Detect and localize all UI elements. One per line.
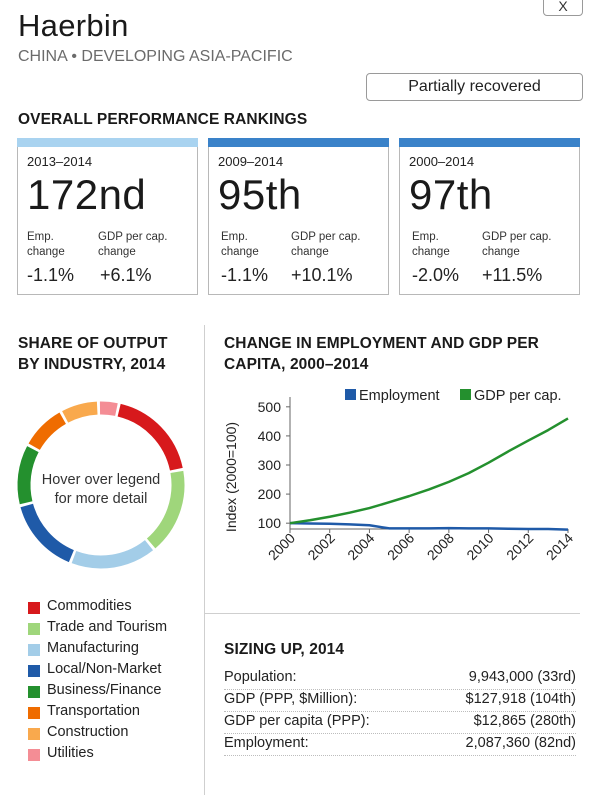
emp-change-value: -1.1% — [27, 265, 75, 285]
x-tick-label: 2000 — [265, 530, 298, 563]
gdp-change-label: GDP per cap. change — [98, 231, 168, 258]
card-rank: 95th — [218, 171, 302, 218]
sizing-label: Population: — [224, 669, 297, 685]
y-tick-label: 100 — [258, 515, 282, 531]
card-top-bar — [208, 138, 389, 147]
industry-donut-chart[interactable] — [14, 398, 188, 572]
gdp-change-label: GDP per cap. change — [482, 231, 552, 258]
gdp-change-label: GDP per cap. change — [291, 231, 361, 258]
x-tick-label: 2002 — [304, 530, 337, 563]
legend-swatch — [28, 602, 40, 614]
chart-heading: CHANGE IN EMPLOYMENT AND GDP PER CAPITA, … — [224, 335, 539, 373]
x-tick-label: 2006 — [384, 530, 417, 563]
donut-hint: Hover over legend for more detail — [41, 472, 161, 507]
ranking-card-2000-2014: 2000–2014 97th Emp. change GDP per cap. ch… — [399, 138, 580, 295]
sizing-value: $127,918 (104th) — [465, 691, 576, 707]
sizing-row-population: Population: 9,943,000 (33rd) — [224, 667, 576, 690]
legend-label: Business/Finance — [47, 682, 162, 698]
y-tick-label: 200 — [258, 486, 282, 502]
close-button[interactable]: X — [543, 0, 583, 16]
y-tick-label: 300 — [258, 457, 282, 473]
donut-segment-utilities[interactable] — [99, 401, 118, 416]
emp-change-label: Emp. change — [412, 231, 450, 258]
card-rank: 172nd — [27, 171, 147, 218]
emp-change-label: Emp. change — [221, 231, 259, 258]
donut-segment-trade-and-tourism[interactable] — [146, 470, 185, 549]
x-tick-label: 2010 — [463, 530, 496, 563]
legend-swatch — [28, 749, 40, 761]
legend-swatch — [28, 644, 40, 656]
sizing-label: GDP (PPP, $Million): — [224, 691, 358, 707]
donut-segment-commodities[interactable] — [117, 403, 183, 471]
gdp-change-value: +11.5% — [482, 265, 543, 285]
legend-label: Manufacturing — [47, 640, 139, 656]
legend-label: Trade and Tourism — [47, 619, 168, 635]
emp-change-value: -2.0% — [412, 265, 460, 285]
card-top-bar — [17, 138, 198, 147]
x-tick-label: 2014 — [543, 530, 576, 563]
x-tick-label: 2012 — [503, 530, 536, 563]
share-heading: SHARE OF OUTPUT BY INDUSTRY, 2014 — [18, 335, 168, 373]
donut-segment-business-finance[interactable] — [17, 446, 39, 505]
y-axis-label: Index (2000=100) — [223, 422, 239, 532]
gdp-change-value: +6.1% — [100, 265, 152, 285]
ranking-card-2013-2014: 2013–2014 172nd Emp. change GDP per cap. c… — [17, 138, 198, 295]
sizing-value: $12,865 (280th) — [473, 713, 576, 729]
sizing-row-gdp-per-capita: GDP per capita (PPP): $12,865 (280th) — [224, 711, 576, 734]
legend-label: Utilities — [47, 745, 94, 761]
y-tick-label: 400 — [258, 428, 282, 444]
donut-segment-construction[interactable] — [62, 401, 98, 423]
card-period: 2013–2014 — [27, 154, 93, 169]
series-line-employment — [289, 521, 569, 531]
sizing-value: 9,943,000 (33rd) — [468, 669, 576, 685]
sizing-heading: SIZING UP, 2014 — [224, 641, 345, 658]
series-line-gdp-per-cap- — [289, 417, 569, 525]
legend-swatch — [28, 728, 40, 740]
status-badge: Partially recovered — [366, 73, 583, 101]
page-title: Haerbin — [18, 8, 129, 43]
donut-segment-manufacturing[interactable] — [71, 539, 154, 569]
chart-legend-swatch — [345, 389, 356, 400]
x-tick-label: 2008 — [424, 530, 457, 563]
donut-segment-transportation[interactable] — [28, 412, 67, 451]
close-icon[interactable]: X — [558, 0, 568, 14]
card-rank: 97th — [409, 171, 493, 218]
sizing-label: Employment: — [224, 735, 309, 751]
sizing-row-gdp: GDP (PPP, $Million): $127,918 (104th) — [224, 689, 576, 712]
donut-segment-local-non-market[interactable] — [20, 503, 75, 563]
rankings-heading: OVERALL PERFORMANCE RANKINGS — [18, 111, 308, 128]
chart-legend-label: GDP per cap. — [474, 388, 562, 404]
legend-swatch — [28, 623, 40, 635]
legend-label: Construction — [47, 724, 129, 740]
gdp-change-value: +10.1% — [291, 265, 353, 285]
sizing-value: 2,087,360 (82nd) — [465, 735, 576, 751]
chart-legend-label: Employment — [359, 388, 440, 404]
legend-label: Local/Non-Market — [47, 661, 162, 677]
emp-change-value: -1.1% — [221, 265, 269, 285]
y-tick-label: 500 — [258, 399, 282, 415]
legend-swatch — [28, 686, 40, 698]
legend-label: Commodities — [47, 598, 132, 614]
column-divider — [204, 325, 205, 795]
x-tick-label: 2004 — [344, 530, 377, 563]
chart-legend-swatch — [460, 389, 471, 400]
card-period: 2009–2014 — [218, 154, 284, 169]
legend-label: Transportation — [47, 703, 140, 719]
region-subtitle: CHINA • DEVELOPING ASIA-PACIFIC — [18, 48, 293, 65]
emp-change-label: Emp. change — [27, 231, 65, 258]
legend-swatch — [28, 665, 40, 677]
section-divider — [204, 613, 580, 614]
sizing-label: GDP per capita (PPP): — [224, 713, 370, 729]
sizing-row-employment: Employment: 2,087,360 (82nd) — [224, 733, 576, 756]
ranking-card-2009-2014: 2009–2014 95th Emp. change GDP per cap. ch… — [208, 138, 389, 295]
card-period: 2000–2014 — [409, 154, 475, 169]
card-top-bar — [399, 138, 580, 147]
legend-swatch — [28, 707, 40, 719]
